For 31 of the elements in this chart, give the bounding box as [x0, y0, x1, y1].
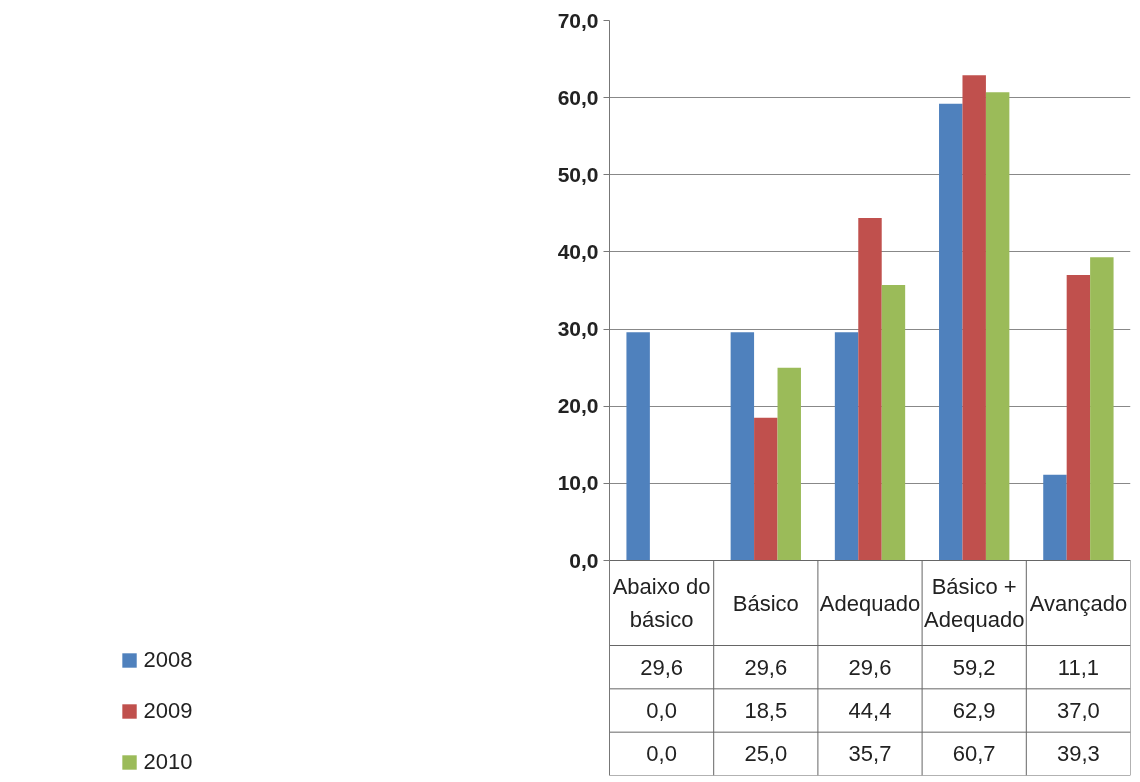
data-label: 25,0 — [744, 741, 788, 767]
data-label: 29,6 — [848, 654, 892, 680]
data-label: 0,0 — [646, 698, 677, 723]
data-label: 29,6 — [640, 654, 684, 680]
data-label: 39,3 — [1056, 741, 1100, 767]
data-label: 60,7 — [952, 741, 996, 767]
data-label: 11,1 — [1057, 654, 1099, 680]
data-label: 35,7 — [848, 741, 892, 767]
y-tick-label: 0,0 — [569, 548, 599, 572]
x-tick-label: Adequado — [819, 590, 921, 616]
data-label: 59,2 — [952, 654, 996, 680]
x-tick-label: Abaixo do básico — [612, 574, 711, 632]
y-tick-label: 30,0 — [557, 317, 599, 341]
data-label: 29,6 — [744, 654, 788, 680]
y-tick-label: 50,0 — [557, 162, 599, 186]
x-tick-label: Avançado — [1029, 590, 1128, 616]
y-tick-label: 70,0 — [557, 8, 599, 32]
x-tick-label: Básico + Adequado — [924, 574, 1025, 632]
y-tick-label: 20,0 — [557, 394, 599, 418]
legend-label: 2010 — [143, 749, 193, 775]
data-label: 62,9 — [952, 698, 996, 723]
y-tick-label: 10,0 — [557, 471, 599, 495]
legend-label: 2008 — [143, 647, 193, 673]
data-label: 37,0 — [1056, 698, 1100, 723]
data-label: 0,0 — [646, 741, 677, 767]
legend-label: 2009 — [143, 698, 193, 724]
data-label: 18,5 — [744, 698, 788, 723]
data-label: 44,4 — [848, 698, 892, 723]
y-tick-label: 60,0 — [557, 85, 599, 109]
x-tick-label: Básico — [732, 590, 799, 616]
y-tick-label: 40,0 — [557, 239, 599, 263]
